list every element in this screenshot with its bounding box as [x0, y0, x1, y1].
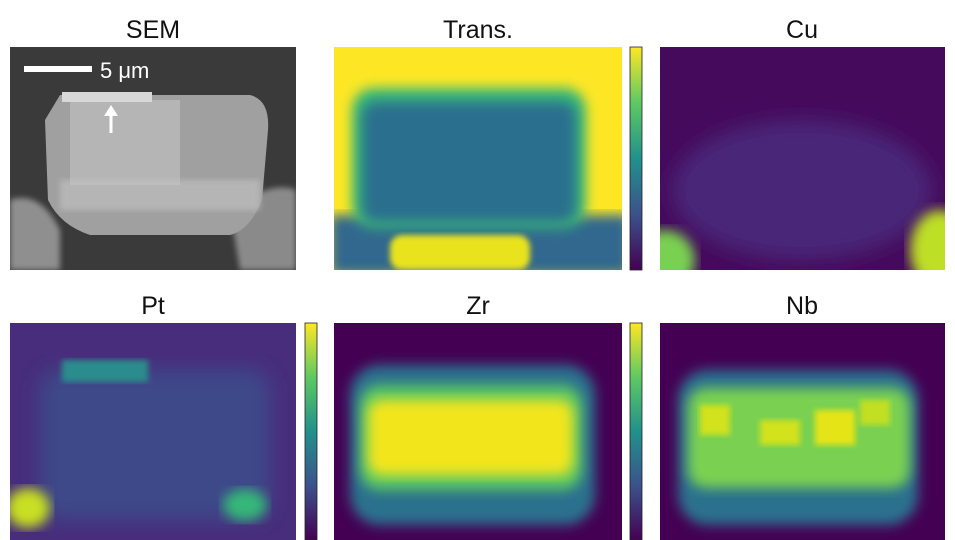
region — [660, 230, 695, 270]
panel-title: Pt — [141, 292, 165, 320]
speckle — [860, 400, 890, 425]
substrate — [10, 198, 60, 270]
arrow-head — [104, 105, 118, 116]
panel-title: Trans. — [443, 16, 513, 44]
scale-label: 5 μm — [100, 58, 149, 83]
window — [70, 100, 180, 185]
debris — [60, 180, 260, 210]
zr-map — [334, 323, 622, 540]
colorbar — [629, 322, 643, 540]
region — [368, 400, 573, 475]
region — [62, 360, 148, 382]
colorbar — [304, 322, 318, 540]
panel-title: Nb — [786, 292, 818, 320]
nb-map — [660, 323, 945, 540]
speckle — [700, 405, 730, 435]
panel-title: SEM — [126, 16, 180, 44]
region — [672, 120, 932, 260]
panel-title: Cu — [786, 16, 818, 44]
region — [910, 210, 945, 270]
region — [390, 235, 530, 270]
region — [10, 488, 50, 528]
panel-title: Zr — [466, 292, 490, 320]
speckle — [760, 420, 800, 445]
region — [223, 489, 267, 521]
sem-image: 5 μm — [10, 47, 296, 270]
pt-cap — [62, 92, 152, 102]
speckle — [815, 410, 855, 445]
trans-map — [334, 47, 622, 270]
cu-map — [660, 47, 945, 270]
colorbar — [629, 46, 643, 271]
region — [362, 102, 576, 222]
scale-bar — [24, 66, 92, 72]
pt-map — [10, 323, 296, 540]
region — [40, 370, 270, 520]
